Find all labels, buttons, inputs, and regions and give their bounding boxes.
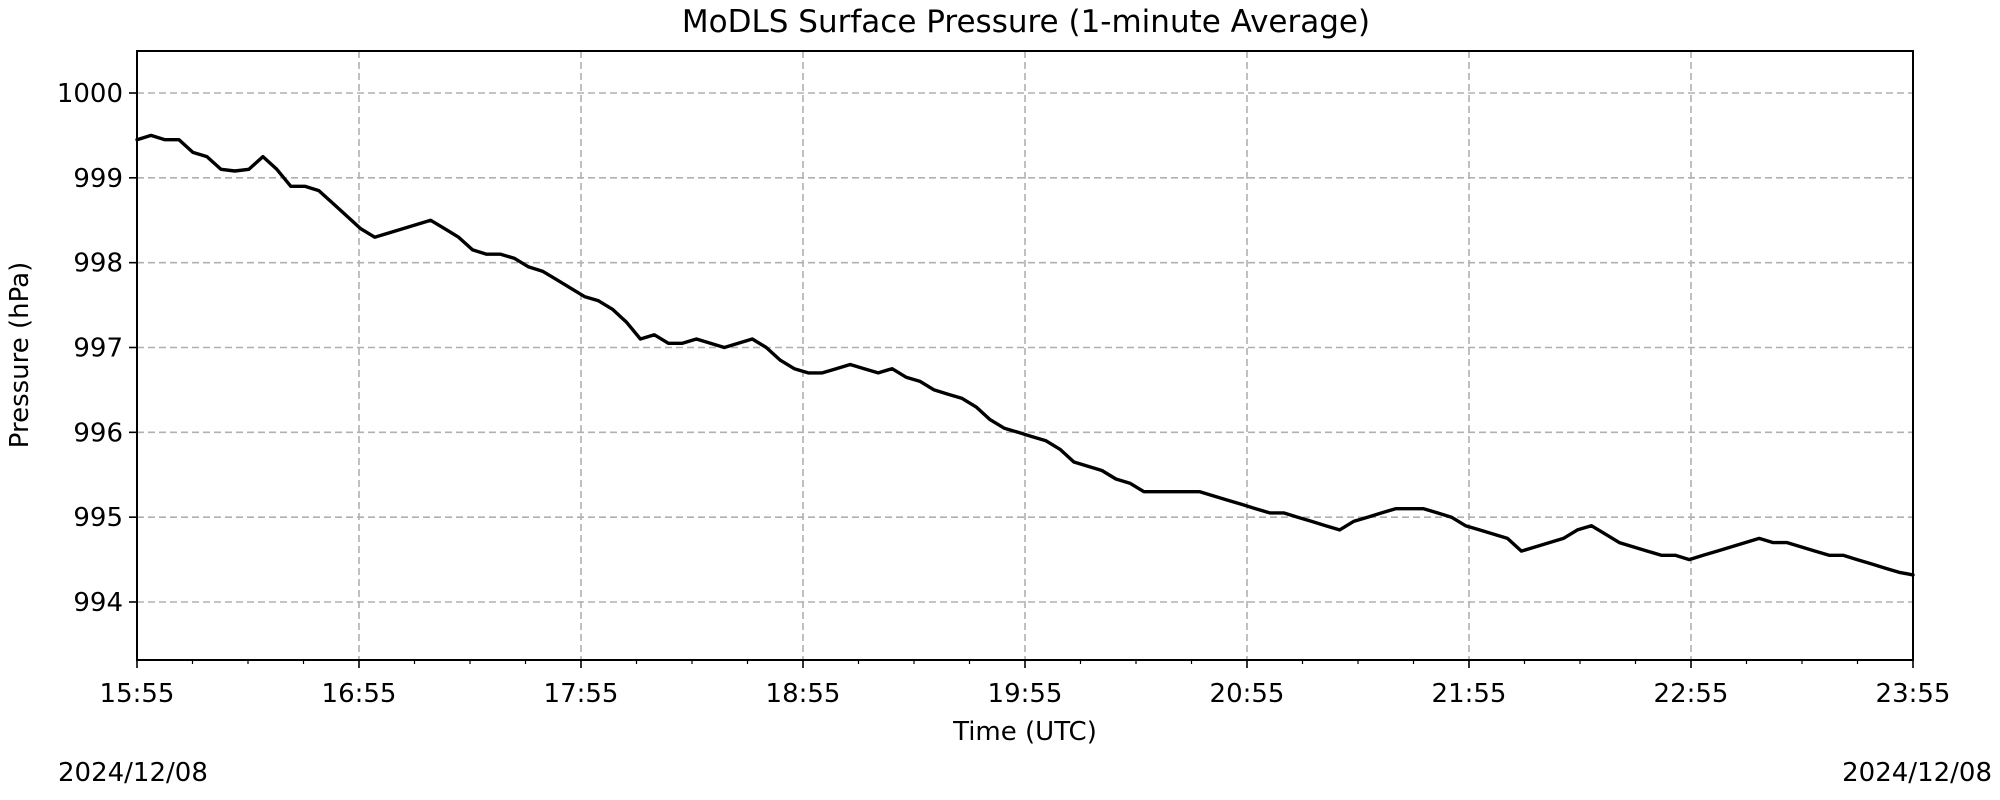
x-tick-label: 15:55 [100, 679, 175, 709]
x-tick-label: 20:55 [1210, 679, 1285, 709]
y-tick-label: 996 [73, 418, 123, 448]
x-tick-label: 16:55 [322, 679, 397, 709]
grid-lines [137, 51, 1913, 660]
pressure-series-line [135, 133, 1915, 577]
y-tick-label: 994 [73, 588, 123, 618]
chart-title: MoDLS Surface Pressure (1-minute Average… [682, 4, 1370, 40]
x-tick-label: 17:55 [544, 679, 619, 709]
x-axis: 15:55 16:55 17:55 18:55 19:55 20:55 21:55 22:55… [100, 660, 1951, 709]
x-axis-label: Time (UTC) [952, 717, 1097, 747]
y-tick-label: 1000 [57, 79, 123, 109]
y-tick-label: 997 [73, 334, 123, 364]
series-line-layer [135, 133, 1915, 577]
x-tick-label: 19:55 [988, 679, 1063, 709]
x-tick-label: 23:55 [1876, 679, 1951, 709]
y-axis: 994 995 996 997 998 999 1000 [57, 79, 137, 618]
y-tick-label: 999 [73, 164, 123, 194]
y-tick-label: 998 [73, 249, 123, 279]
start-date-label: 2024/12/08 [58, 758, 208, 788]
y-axis-label: Pressure (hPa) [5, 262, 35, 449]
x-tick-label: 21:55 [1432, 679, 1507, 709]
y-tick-label: 995 [73, 503, 123, 533]
x-tick-label: 22:55 [1654, 679, 1729, 709]
x-tick-label: 18:55 [766, 679, 841, 709]
end-date-label: 2024/12/08 [1842, 758, 1992, 788]
